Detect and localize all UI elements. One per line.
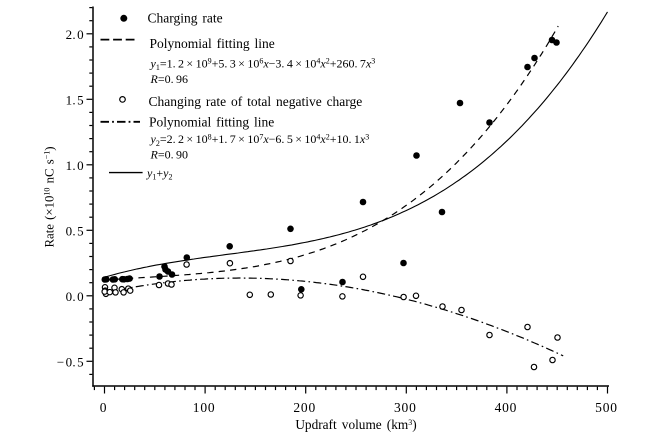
svg-text:Polynomial fitting line: Polynomial fitting line xyxy=(149,115,274,130)
svg-text:100: 100 xyxy=(193,400,216,415)
svg-text:y2​=2. 2 × 108​+1. 7 × 107​x−6: y2​=2. 2 × 108​+1. 7 × 107​x−6. 5 × 104​… xyxy=(150,132,370,148)
svg-text:− 0. 5: − 0. 5 xyxy=(57,354,84,369)
svg-text:Rate (×1010​ nC s−1​): Rate (×1010​ nC s−1​) xyxy=(43,146,57,247)
svg-text:2. 0: 2. 0 xyxy=(66,27,84,42)
svg-text:Changing rate of total negativ: Changing rate of total negative charge xyxy=(149,94,363,109)
svg-text:400: 400 xyxy=(495,400,518,415)
svg-text:300: 300 xyxy=(394,400,417,415)
svg-text:200: 200 xyxy=(293,400,316,415)
svg-text:0. 5: 0. 5 xyxy=(66,223,84,238)
svg-text:1. 5: 1. 5 xyxy=(66,92,84,107)
svg-text:Polynomial fitting line: Polynomial fitting line xyxy=(150,36,275,51)
svg-text:Updraft volume (km3​): Updraft volume (km3​) xyxy=(295,417,416,432)
svg-text:500: 500 xyxy=(595,400,618,415)
svg-text:1. 0: 1. 0 xyxy=(66,158,84,173)
svg-text:R=0. 90: R=0. 90 xyxy=(150,147,189,161)
svg-text:y1​=1. 2 × 109​+5. 3 × 106​x−3: y1​=1. 2 × 109​+5. 3 × 106​x−3. 4 × 104​… xyxy=(150,56,376,72)
svg-text:0: 0 xyxy=(100,400,108,415)
svg-text:R=0. 96: R=0. 96 xyxy=(150,72,189,86)
svg-text:0. 0: 0. 0 xyxy=(66,289,84,304)
svg-text:Charging rate: Charging rate xyxy=(148,11,223,26)
